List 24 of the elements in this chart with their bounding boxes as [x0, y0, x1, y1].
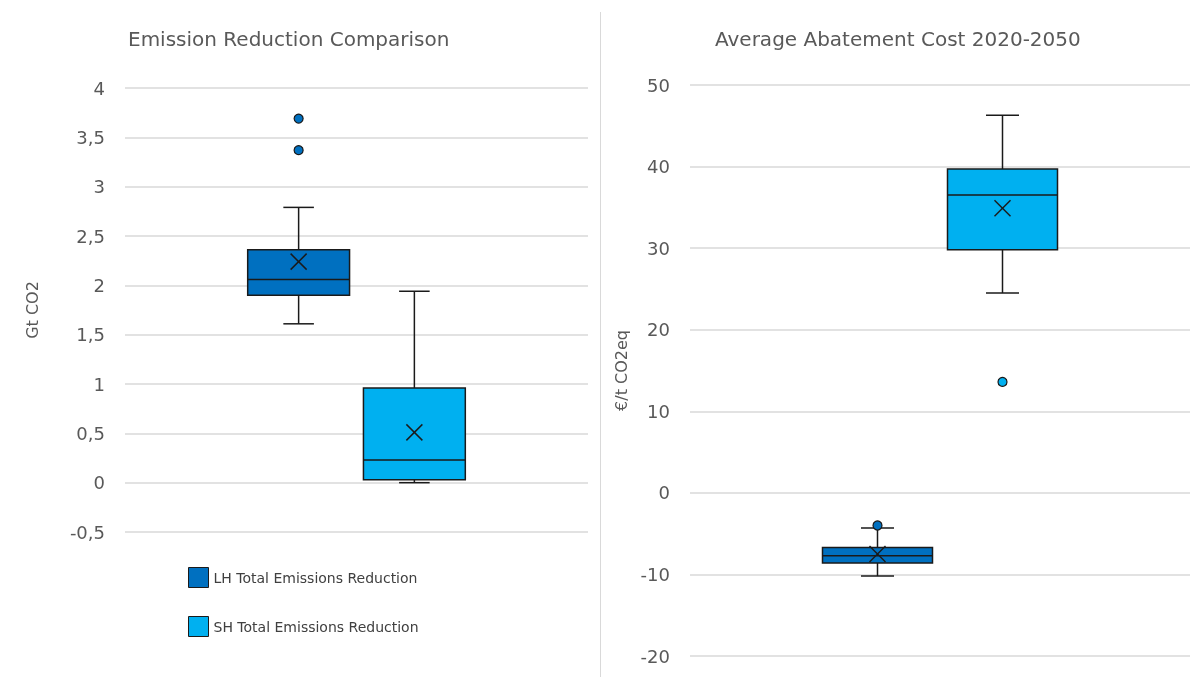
- y-tick-label: 3,5: [76, 126, 105, 148]
- chart-title: Average Abatement Cost 2020-2050: [715, 27, 1081, 51]
- y-tick-label: 10: [647, 400, 670, 422]
- y-axis-title: €/t CO2eq: [612, 330, 632, 411]
- legend-label: LH Total Emissions Reduction: [213, 569, 418, 586]
- y-tick-label: 4: [93, 77, 105, 99]
- y-tick-label: -10: [640, 563, 670, 585]
- y-tick-label: 0,5: [76, 422, 105, 444]
- y-tick-label: 2,5: [76, 225, 105, 247]
- y-tick-label: 40: [647, 156, 670, 178]
- y-tick-label: 0: [93, 472, 105, 494]
- y-tick-label: 3: [93, 176, 105, 198]
- y-tick-label: -20: [640, 645, 670, 667]
- y-tick-label: 20: [647, 319, 670, 341]
- y-tick-label: 2: [93, 274, 105, 296]
- chart-title: Emission Reduction Comparison: [128, 27, 450, 51]
- y-tick-label: 30: [647, 237, 670, 259]
- y-tick-label: 1: [93, 373, 105, 395]
- legend-label: SH Total Emissions Reduction: [213, 618, 419, 635]
- y-tick-label: 1,5: [76, 324, 105, 346]
- y-tick-label: -0,5: [69, 521, 105, 543]
- y-axis-title: Gt CO2: [22, 281, 42, 339]
- y-tick-label: 50: [647, 74, 670, 96]
- y-tick-label: 0: [658, 482, 670, 504]
